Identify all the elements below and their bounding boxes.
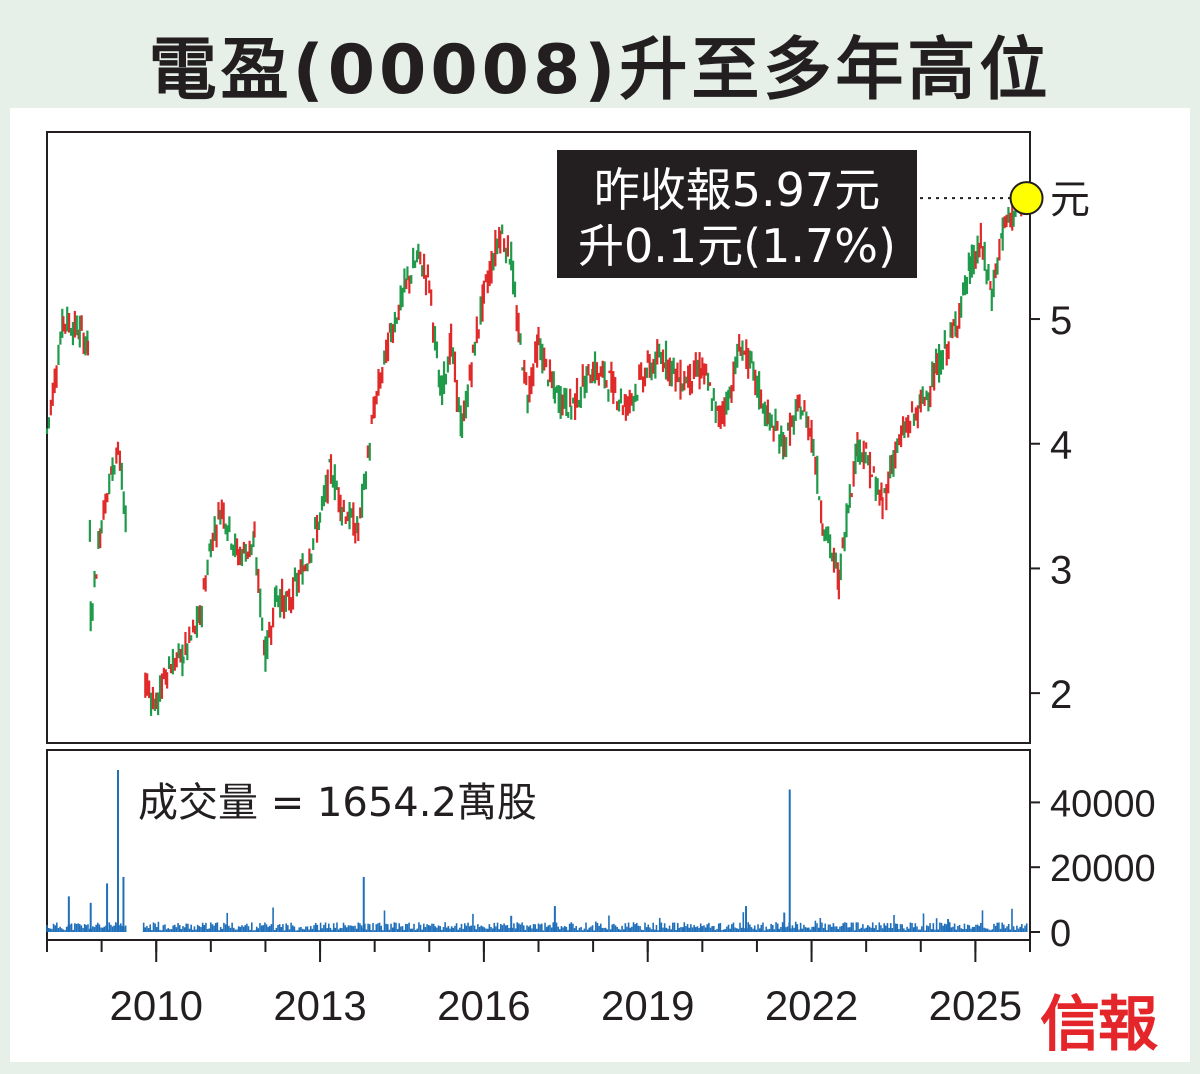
price-tick-label: 5	[1050, 299, 1072, 343]
x-tick-label: 2010	[110, 982, 203, 1029]
x-tick-label: 2016	[437, 982, 530, 1029]
chart-title: 電盈(00008)升至多年高位	[148, 31, 1052, 110]
price-tick-label: 3	[1050, 548, 1072, 592]
x-tick-label: 2019	[601, 982, 694, 1029]
price-tick-label: 4	[1050, 424, 1072, 468]
price-tick-label: 2	[1050, 673, 1072, 717]
volume-tick-label: 20000	[1050, 848, 1156, 890]
volume-tick-label: 0	[1050, 913, 1071, 955]
x-tick-label: 2025	[929, 982, 1022, 1029]
price-plot-frame	[46, 131, 1031, 744]
x-tick-label: 2022	[765, 982, 858, 1029]
brand-logo: 信報	[1040, 990, 1158, 1060]
x-tick-label: 2013	[273, 982, 366, 1029]
volume-label: 成交量 = 1654.2萬股	[138, 780, 537, 826]
price-unit-label: 元	[1050, 178, 1090, 222]
last-close-marker	[1009, 181, 1044, 216]
annotation-close: 昨收報5.97元	[593, 163, 881, 217]
annotation-change: 升0.1元(1.7%)	[578, 219, 896, 273]
volume-tick-label: 40000	[1050, 783, 1156, 825]
price-annotation: 昨收報5.97元 升0.1元(1.7%)	[557, 150, 917, 278]
